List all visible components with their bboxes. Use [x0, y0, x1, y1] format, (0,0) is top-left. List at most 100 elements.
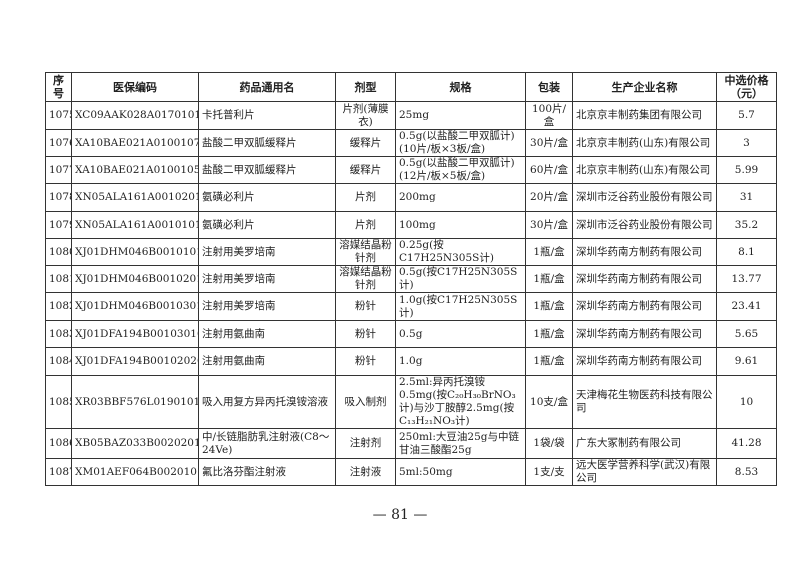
table-header: 序号 医保编码 药品通用名 剂型 规格 包装 生产企业名称 中选价格（元） — [45, 72, 777, 102]
cell-spec: 0.5g — [395, 320, 526, 348]
cell-spec: 200mg — [395, 183, 526, 212]
page-number: — 81 — — [372, 507, 428, 523]
cell-spec: 0.5g(以盐酸二甲双胍计)(10片/板×3板/盒) — [395, 129, 526, 157]
cell-code: XJ01DFA194B001020200505 — [71, 347, 199, 376]
table-row: 1079XN05ALA161A001010104859氨磺必利片片剂100mg3… — [45, 211, 777, 239]
cell-drug-name: 吸入用复方异丙托溴铵溶液 — [198, 375, 336, 429]
cell-index: 1080 — [45, 238, 72, 266]
cell-price: 3 — [716, 129, 777, 157]
cell-price: 41.28 — [716, 428, 777, 459]
cell-spec: 0.5g(以盐酸二甲双胍计)(12片/板×5板/盒) — [395, 156, 526, 184]
cell-dosage-form: 缓释片 — [335, 156, 396, 184]
cell-dosage-form: 吸入制剂 — [335, 375, 396, 429]
cell-package: 10支/盒 — [525, 375, 573, 429]
cell-index: 1077 — [45, 156, 72, 184]
cell-package: 1袋/袋 — [525, 428, 573, 459]
cell-manufacturer: 深圳华药南方制药有限公司 — [572, 265, 717, 293]
cell-code: XR03BBF576L019010110296 — [71, 375, 199, 429]
cell-code: XN05ALA161A001010104859 — [71, 211, 199, 239]
cell-package: 20片/盒 — [525, 183, 573, 212]
cell-drug-name: 注射用氨曲南 — [198, 347, 336, 376]
cell-index: 1086 — [45, 428, 72, 459]
cell-drug-name: 卡托普利片 — [198, 101, 336, 130]
cell-dosage-form: 注射剂 — [335, 428, 396, 459]
header-col-dosage-form: 剂型 — [335, 72, 396, 102]
cell-price: 9.61 — [716, 347, 777, 376]
cell-index: 1078 — [45, 183, 72, 212]
cell-spec: 5ml:50mg — [395, 458, 526, 486]
cell-price: 13.77 — [716, 265, 777, 293]
cell-spec: 2.5ml:异丙托溴铵0.5mg(按C₂₀H₃₀BrNO₃计)与沙丁胺醇2.5m… — [395, 375, 526, 429]
cell-drug-name: 氨磺必利片 — [198, 211, 336, 239]
cell-manufacturer: 广东大冢制药有限公司 — [572, 428, 717, 459]
cell-drug-name: 氨磺必利片 — [198, 183, 336, 212]
cell-package: 1瓶/盒 — [525, 265, 573, 293]
cell-index: 1081 — [45, 265, 72, 293]
cell-spec: 0.25g(按C17H25N305S计) — [395, 238, 526, 266]
cell-manufacturer: 深圳华药南方制药有限公司 — [572, 238, 717, 266]
table-row: 1075XC09AAK028A017010100062卡托普利片片剂(薄膜衣)2… — [45, 101, 777, 130]
cell-package: 1支/支 — [525, 458, 573, 486]
cell-manufacturer: 北京京丰制药(山东)有限公司 — [572, 156, 717, 184]
cell-code: XJ01DFA194B001030100505 — [71, 320, 199, 348]
cell-drug-name: 盐酸二甲双胍缓释片 — [198, 156, 336, 184]
table-row: 1080XJ01DHM046B001010100505注射用美罗培南溶媒结晶粉针… — [45, 238, 777, 266]
cell-price: 5.99 — [716, 156, 777, 184]
cell-package: 60片/盒 — [525, 156, 573, 184]
cell-spec: 25mg — [395, 101, 526, 130]
cell-dosage-form: 缓释片 — [335, 129, 396, 157]
header-col-spec: 规格 — [395, 72, 526, 102]
header-col-manufacturer: 生产企业名称 — [572, 72, 717, 102]
cell-price: 8.53 — [716, 458, 777, 486]
table-row: 1082XJ01DHM046B001030100505注射用美罗培南粉针1.0g… — [45, 292, 777, 321]
cell-code: XJ01DHM046B001010100505 — [71, 238, 199, 266]
table-row: 1086XB05BAZ033B002020100273中/长链脂肪乳注射液(C8… — [45, 428, 777, 459]
cell-manufacturer: 深圳华药南方制药有限公司 — [572, 347, 717, 376]
cell-spec: 250ml:大豆油25g与中链甘油三酸酯25g — [395, 428, 526, 459]
cell-manufacturer: 深圳华药南方制药有限公司 — [572, 292, 717, 321]
cell-dosage-form: 粉针 — [335, 320, 396, 348]
cell-drug-name: 中/长链脂肪乳注射液(C8～24Ve) — [198, 428, 336, 459]
header-col-code: 医保编码 — [71, 72, 199, 102]
cell-spec: 100mg — [395, 211, 526, 239]
cell-code: XJ01DHM046B001030100505 — [71, 292, 199, 321]
cell-dosage-form: 溶媒结晶粉针剂 — [335, 238, 396, 266]
table-row: 1081XJ01DHM046B001020100505注射用美罗培南溶媒结晶粉针… — [45, 265, 777, 293]
table-row: 1085XR03BBF576L019010110296吸入用复方异丙托溴铵溶液吸… — [45, 375, 777, 429]
cell-code: XA10BAE021A010010504105 — [71, 156, 199, 184]
cell-package: 1瓶/盒 — [525, 292, 573, 321]
table-row: 1076XA10BAE021A010010704105盐酸二甲双胍缓释片缓释片0… — [45, 129, 777, 157]
cell-manufacturer: 深圳市泛谷药业股份有限公司 — [572, 183, 717, 212]
cell-dosage-form: 注射液 — [335, 458, 396, 486]
cell-price: 5.65 — [716, 320, 777, 348]
cell-index: 1082 — [45, 292, 72, 321]
cell-price: 10 — [716, 375, 777, 429]
cell-price: 31 — [716, 183, 777, 212]
cell-dosage-form: 片剂 — [335, 183, 396, 212]
cell-code: XJ01DHM046B001020100505 — [71, 265, 199, 293]
cell-drug-name: 注射用氨曲南 — [198, 320, 336, 348]
cell-dosage-form: 片剂(薄膜衣) — [335, 101, 396, 130]
header-col-drug-name: 药品通用名 — [198, 72, 336, 102]
cell-package: 1瓶/盒 — [525, 320, 573, 348]
cell-price: 23.41 — [716, 292, 777, 321]
cell-package: 30片/盒 — [525, 129, 573, 157]
cell-index: 1076 — [45, 129, 72, 157]
cell-drug-name: 注射用美罗培南 — [198, 292, 336, 321]
cell-index: 1087 — [45, 458, 72, 486]
cell-index: 1084 — [45, 347, 72, 376]
cell-manufacturer: 天津梅花生物医药科技有限公司 — [572, 375, 717, 429]
cell-price: 35.2 — [716, 211, 777, 239]
cell-price: 8.1 — [716, 238, 777, 266]
table-row: 1083XJ01DFA194B001030100505注射用氨曲南粉针0.5g1… — [45, 320, 777, 348]
table-row: 1077XA10BAE021A010010504105盐酸二甲双胍缓释片缓释片0… — [45, 156, 777, 184]
cell-index: 1075 — [45, 101, 72, 130]
cell-spec: 0.5g(按C17H25N305S计) — [395, 265, 526, 293]
table-row: 1087XM01AEF064B002010101930氟比洛芬酯注射液注射液5m… — [45, 458, 777, 486]
cell-manufacturer: 远大医学营养科学(武汉)有限公司 — [572, 458, 717, 486]
header-col-index: 序号 — [45, 72, 72, 102]
cell-dosage-form: 溶媒结晶粉针剂 — [335, 265, 396, 293]
cell-manufacturer: 北京京丰制药(山东)有限公司 — [572, 129, 717, 157]
cell-drug-name: 注射用美罗培南 — [198, 238, 336, 266]
